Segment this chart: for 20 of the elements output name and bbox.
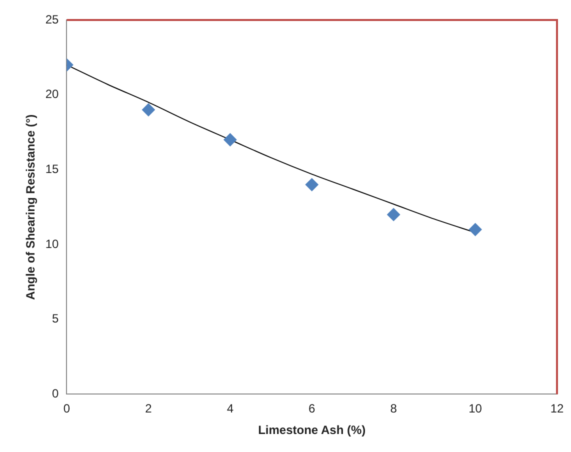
y-tick-label: 25: [45, 12, 60, 26]
y-axis-title: Angle of Shearing Resistance (°): [24, 114, 38, 300]
point: [387, 208, 400, 222]
y-tick-label: 5: [52, 312, 60, 326]
x-tick-label: 2: [145, 402, 152, 416]
x-tick-label: 8: [390, 402, 398, 416]
x-axis-title: Limestone Ash (%): [258, 423, 366, 438]
x-tick-label: 12: [550, 402, 564, 416]
y-tick-label: 10: [45, 236, 60, 251]
x-tick-label: 10: [468, 402, 482, 416]
x-tick-label: 6: [308, 402, 316, 416]
point: [468, 223, 482, 236]
x-tick-label: 0: [63, 402, 70, 416]
point: [224, 133, 237, 146]
point: [305, 178, 318, 192]
y-tick-label: 0: [52, 386, 60, 401]
point: [142, 103, 155, 116]
y-tick-label: 20: [45, 87, 60, 102]
y-tick-label: 15: [45, 162, 60, 176]
x-tick-label: 4: [226, 402, 234, 416]
